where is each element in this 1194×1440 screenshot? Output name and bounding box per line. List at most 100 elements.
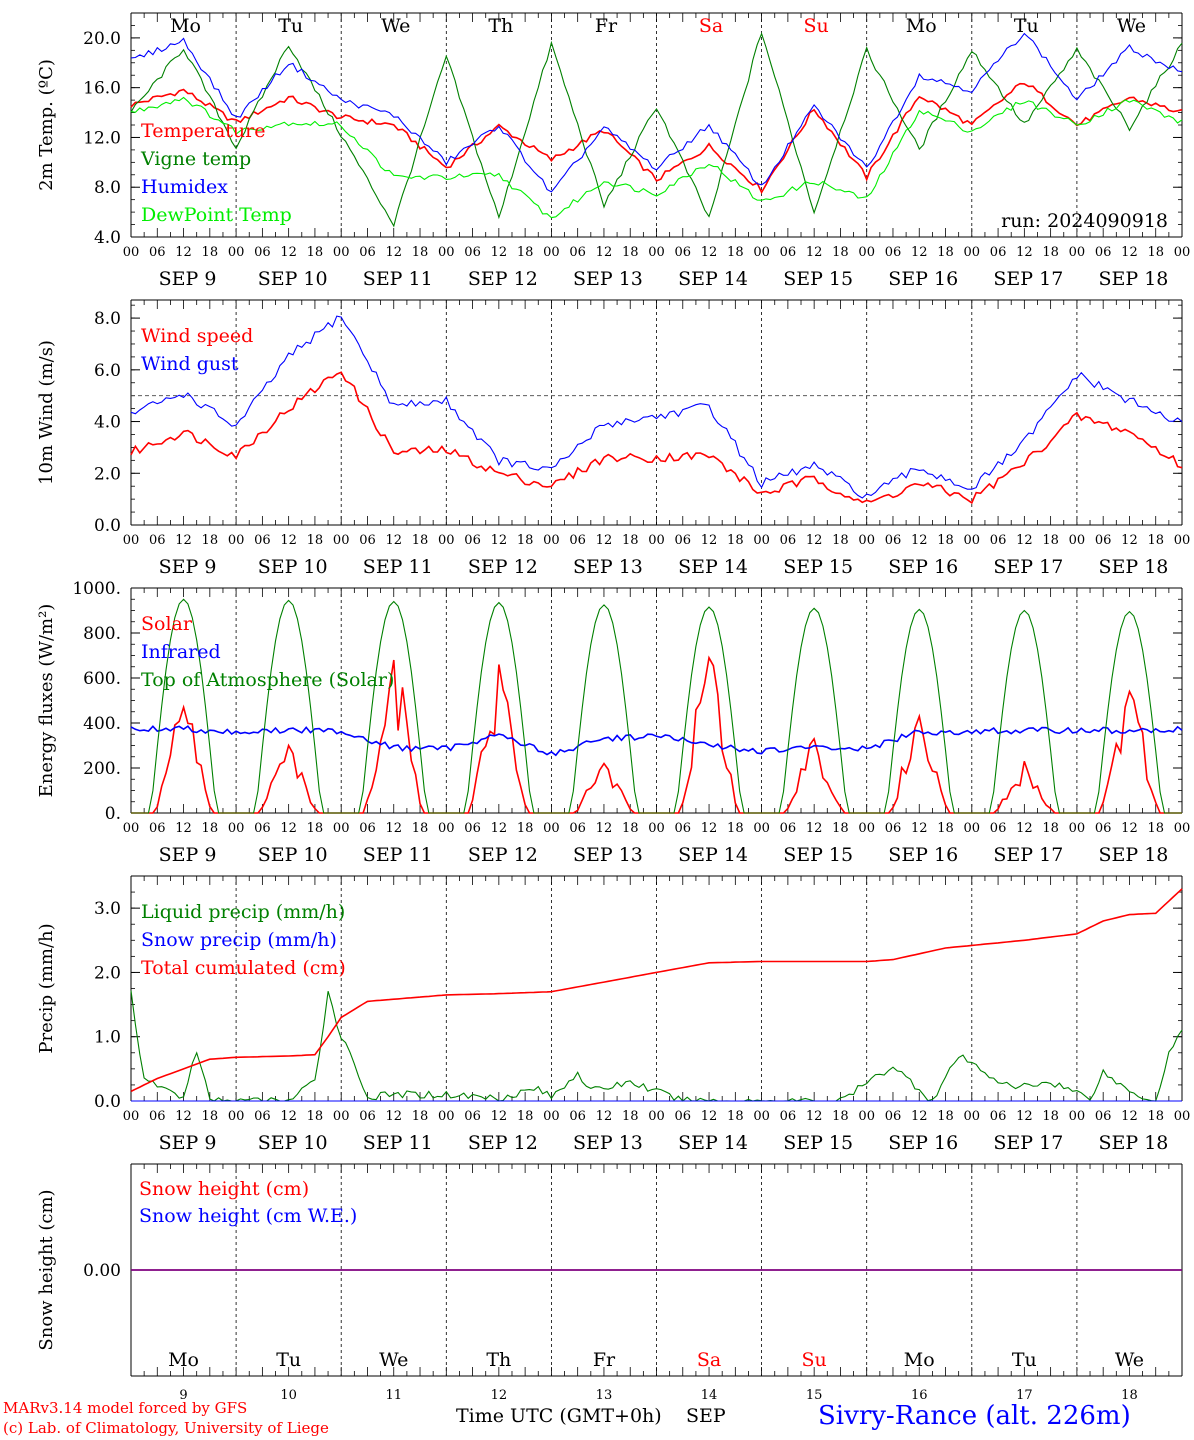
panel-1: 4.0 8.0 12.0 16.0 20.0 2m Temp. (ºC) Temperatu…: [36, 12, 1190, 290]
hour-label: 00: [438, 533, 455, 548]
hour-label: 00: [964, 533, 981, 548]
date-label: SEP 14: [678, 1132, 748, 1154]
hour-label: 18: [517, 821, 534, 836]
legend-entry: Temperature: [141, 120, 265, 142]
date-label: SEP 11: [363, 556, 433, 578]
hour-label: 06: [359, 245, 376, 260]
y-tick-label: 3.0: [94, 899, 121, 919]
day-name: Tu: [1014, 15, 1039, 37]
y-tick-label: 6.0: [94, 361, 121, 381]
hour-label: 12: [911, 245, 928, 260]
hour-label: 12: [806, 245, 823, 260]
hour-label: 12: [1121, 821, 1138, 836]
hour-label: 12: [175, 245, 192, 260]
hour-label: 06: [569, 821, 586, 836]
panel-3: 0. 200. 400. 600. 800. 1000. Energy fluxes (W/…: [36, 579, 1190, 866]
hour-label: 18: [622, 821, 639, 836]
hour-label: 00: [964, 1109, 981, 1124]
hour-label: 00: [753, 821, 770, 836]
date-label: SEP 14: [678, 268, 748, 290]
hour-label: 12: [175, 821, 192, 836]
hour-label: 18: [307, 533, 324, 548]
legend-entry: Solar: [141, 613, 193, 635]
series-line-top-of-atmosphere-solar-: [131, 598, 1182, 814]
hour-label: 00: [648, 533, 665, 548]
hour-label: 18: [412, 821, 429, 836]
legend-entry: Humidex: [141, 176, 228, 198]
y-tick-label: 1.0: [94, 1028, 121, 1048]
hour-label: 12: [596, 245, 613, 260]
date-label: SEP 9: [159, 268, 217, 290]
legend-entry: Snow height (cm): [139, 1178, 309, 1200]
hour-label: 06: [780, 1109, 797, 1124]
date-label: SEP 12: [468, 268, 538, 290]
x-axis-title: Time UTC (GMT+0h): [456, 1405, 662, 1427]
hour-label: 00: [964, 821, 981, 836]
day-name: Tu: [276, 1349, 301, 1371]
hour-label: 12: [596, 533, 613, 548]
hour-label: 00: [228, 533, 245, 548]
hour-label: 06: [464, 245, 481, 260]
hour-label: 00: [858, 821, 875, 836]
y-tick-label: 4.0: [94, 413, 121, 433]
hour-label: 00: [753, 1109, 770, 1124]
day-number: 17: [1016, 1388, 1033, 1403]
hour-label: 06: [359, 821, 376, 836]
hour-label: 06: [780, 245, 797, 260]
hour-label: 00: [228, 1109, 245, 1124]
hour-label: 12: [806, 821, 823, 836]
date-label: SEP 12: [468, 556, 538, 578]
date-label: SEP 17: [993, 1132, 1063, 1154]
hour-label: 18: [517, 1109, 534, 1124]
day-name: Sa: [699, 15, 723, 37]
hour-label: 06: [254, 533, 271, 548]
day-name: Mo: [168, 1349, 199, 1371]
hour-label: 06: [990, 1109, 1007, 1124]
date-label: SEP 9: [159, 844, 217, 866]
y-tick-label: 0.: [105, 804, 121, 824]
hour-label: 12: [701, 1109, 718, 1124]
hour-label: 06: [254, 245, 271, 260]
hour-label: 00: [753, 245, 770, 260]
date-label: SEP 9: [159, 1132, 217, 1154]
date-label: SEP 13: [573, 556, 643, 578]
hour-label: 12: [806, 533, 823, 548]
y-tick-label: 20.0: [83, 29, 121, 49]
y-axis-label: Energy fluxes (W/m²): [36, 604, 57, 798]
hour-label: 00: [753, 533, 770, 548]
hour-label: 12: [491, 1109, 508, 1124]
y-tick-label: 16.0: [83, 79, 121, 99]
date-label: SEP 12: [468, 1132, 538, 1154]
y-tick-label: 800.: [83, 624, 121, 644]
hour-label: 12: [911, 533, 928, 548]
date-label: SEP 10: [258, 844, 328, 866]
hour-label: 00: [543, 245, 560, 260]
date-label: SEP 17: [993, 268, 1063, 290]
hour-label: 00: [123, 821, 140, 836]
date-label: SEP 18: [1099, 268, 1169, 290]
date-label: SEP 18: [1099, 556, 1169, 578]
hour-label: 06: [990, 245, 1007, 260]
hour-label: 12: [596, 821, 613, 836]
hour-label: 18: [202, 533, 219, 548]
hour-label: 18: [202, 245, 219, 260]
hour-label: 12: [911, 821, 928, 836]
hour-label: 06: [1095, 1109, 1112, 1124]
hour-label: 06: [254, 1109, 271, 1124]
hour-label: 06: [464, 1109, 481, 1124]
series-line-temperature: [130, 82, 1183, 195]
date-label: SEP 14: [678, 556, 748, 578]
date-label: SEP 17: [993, 844, 1063, 866]
y-axis-label: 10m Wind (m/s): [36, 340, 57, 485]
series-line-wind-gust: [130, 315, 1183, 499]
hour-label: 18: [1147, 1109, 1164, 1124]
hour-label: 12: [806, 1109, 823, 1124]
date-label: SEP 9: [159, 556, 217, 578]
date-label: SEP 15: [783, 844, 853, 866]
hour-label: 06: [675, 1109, 692, 1124]
date-label: SEP 16: [888, 556, 958, 578]
hour-label: 18: [307, 821, 324, 836]
hour-label: 18: [1042, 1109, 1059, 1124]
hour-label: 18: [307, 1109, 324, 1124]
hour-label: 00: [123, 245, 140, 260]
